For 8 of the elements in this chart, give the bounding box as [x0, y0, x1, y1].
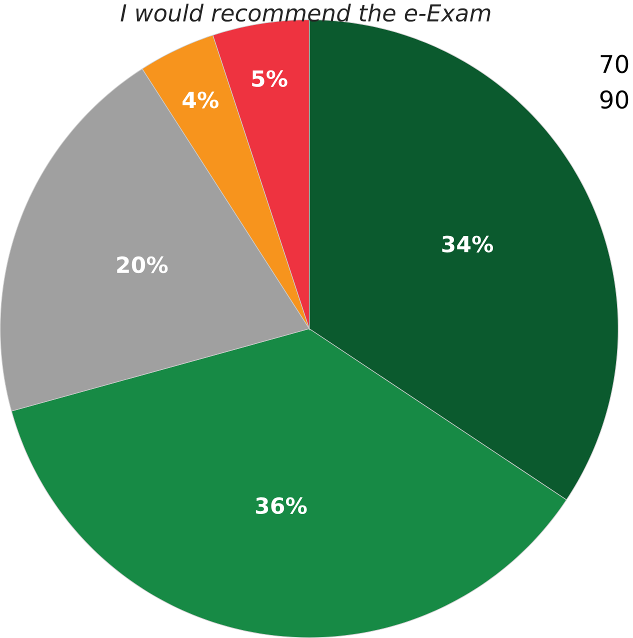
data-label: 4% — [182, 92, 218, 108]
data-label: 5% — [252, 70, 288, 87]
data-label: 34% — [442, 236, 493, 252]
text: 70 — [600, 54, 628, 74]
data-label: 20% — [116, 256, 168, 274]
text: 90 — [600, 90, 628, 109]
data-label: 36% — [256, 497, 307, 514]
chart-title: I would recommend the e-Exam — [120, 4, 490, 22]
